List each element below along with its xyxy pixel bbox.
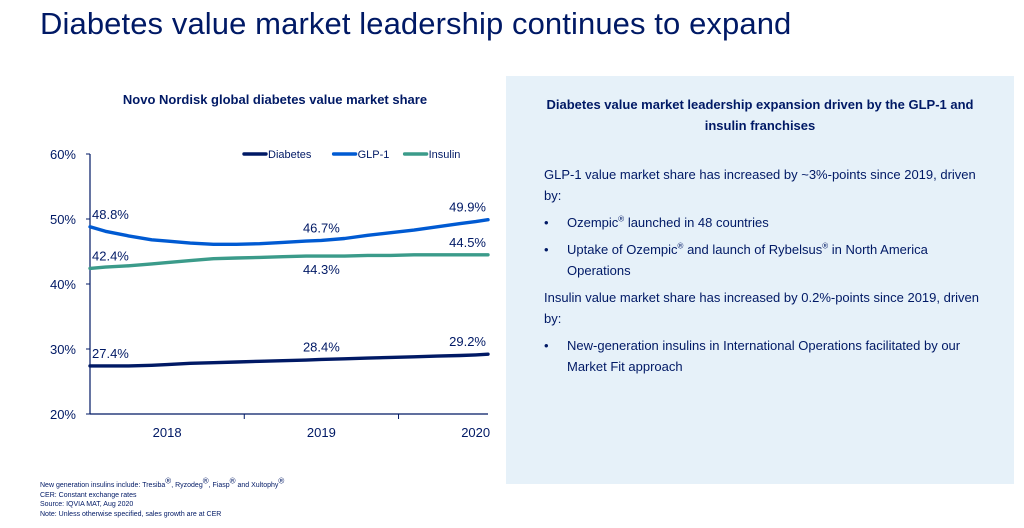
data-label: 44.5% xyxy=(449,235,486,250)
bullet-dot: • xyxy=(544,215,549,230)
x-tick-label: 2020 xyxy=(461,425,490,440)
data-label: 49.9% xyxy=(449,200,486,215)
footnote-note: Note: Unless otherwise specified, sales … xyxy=(40,510,222,518)
footnote-new-generation-insulins: New generation insulins include: Tresiba… xyxy=(40,476,285,489)
insulin-intro-text: Insulin value market share has increased… xyxy=(544,290,980,326)
y-tick-label: 30% xyxy=(50,342,76,357)
panel-title: Diabetes value market leadership expansi… xyxy=(546,97,974,133)
data-label: 48.8% xyxy=(92,207,129,222)
data-label: 46.7% xyxy=(303,220,340,235)
bullet-dot: • xyxy=(544,338,549,353)
legend-label-glp-1: GLP-1 xyxy=(358,149,390,161)
bullet-ozempic-rybelsus-uptake: • Uptake of Ozempic® and launch of Rybel… xyxy=(544,239,994,281)
market-share-line-chart: 20% 30% 40% 50% 60% 2018 2019 2020 48.8% 46.7% 49… xyxy=(50,147,490,440)
data-label: 44.3% xyxy=(303,262,340,277)
y-tick-label: 40% xyxy=(50,277,76,292)
y-tick-label: 50% xyxy=(50,212,76,227)
insight-panel: Diabetes value market leadership expansi… xyxy=(506,76,1014,484)
y-tick-label: 60% xyxy=(50,147,76,162)
legend-label-insulin: Insulin xyxy=(429,149,461,161)
footnote-cer: CER: Constant exchange rates xyxy=(40,491,137,499)
series-line-glp-1 xyxy=(88,218,490,246)
bullet-text: New-generation insulins in International… xyxy=(567,338,961,374)
bullet-dot: • xyxy=(544,242,549,257)
data-label: 42.4% xyxy=(92,248,129,263)
bullet-ozempic-launch: • Ozempic® launched in 48 countries xyxy=(544,212,994,233)
chart-title: Novo Nordisk global diabetes value marke… xyxy=(122,92,428,107)
data-label: 28.4% xyxy=(303,339,340,354)
panel-body: GLP-1 value market share has increased b… xyxy=(544,164,994,383)
bullet-new-generation-insulins: • New-generation insulins in Internation… xyxy=(544,335,994,377)
y-tick-label: 20% xyxy=(50,407,76,422)
series-line-diabetes xyxy=(88,352,490,368)
page-title: Diabetes value market leadership continu… xyxy=(40,6,792,41)
data-label: 29.2% xyxy=(449,334,486,349)
x-tick-label: 2018 xyxy=(153,425,182,440)
x-tick-label: 2019 xyxy=(307,425,336,440)
data-label: 27.4% xyxy=(92,346,129,361)
footnotes: New generation insulins include: Tresiba… xyxy=(40,476,285,519)
footnote-source: Source: IQVIA MAT, Aug 2020 xyxy=(40,501,134,508)
legend-label-diabetes: Diabetes xyxy=(268,149,312,161)
bullet-text: Uptake of Ozempic® and launch of Rybelsu… xyxy=(567,241,928,278)
series-line-insulin xyxy=(88,253,490,271)
glp1-intro-text: GLP-1 value market share has increased b… xyxy=(544,167,976,203)
bullet-text: Ozempic® launched in 48 countries xyxy=(567,214,769,230)
